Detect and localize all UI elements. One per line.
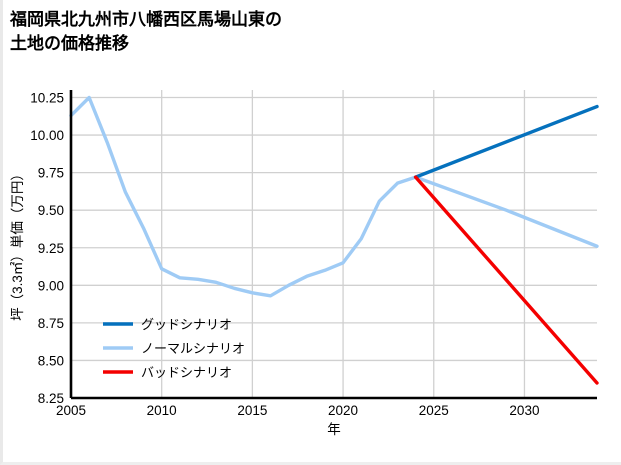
y-tick-label: 8.25 — [38, 391, 64, 406]
legend-label: グッドシナリオ — [141, 317, 232, 332]
y-tick-label: 9.75 — [38, 166, 64, 181]
x-tick-label: 2015 — [237, 403, 267, 418]
y-tick-label: 10.25 — [30, 91, 64, 106]
y-axis-label: 坪（3.3㎡）単価（万円） — [10, 167, 25, 321]
y-axis-tick-labels: 8.25 8.50 8.75 9.00 9.25 9.50 9.75 10.00 10.25 — [30, 91, 64, 406]
x-axis-label: 年 — [327, 422, 341, 437]
page-title: 福岡県北九州市八幡西区馬場山東の 土地の価格推移 — [10, 10, 282, 54]
y-tick-label: 9.00 — [38, 278, 64, 293]
x-tick-label: 2005 — [56, 403, 86, 418]
x-tick-label: 2025 — [419, 403, 449, 418]
legend-label: バッドシナリオ — [141, 365, 232, 380]
y-tick-label: 8.50 — [38, 353, 64, 368]
y-tick-label: 10.00 — [30, 128, 64, 143]
series-lines — [69, 95, 599, 385]
axes — [69, 90, 597, 400]
series-line — [413, 175, 599, 385]
x-axis-tick-labels: 2005 2010 2015 2020 2025 2030 — [56, 403, 539, 418]
x-tick-label: 2030 — [509, 403, 539, 418]
legend-label: ノーマルシナリオ — [141, 341, 245, 356]
x-tick-label: 2010 — [147, 403, 177, 418]
x-tick-label: 2020 — [328, 403, 358, 418]
series-line — [413, 104, 599, 179]
y-tick-label: 8.75 — [38, 316, 64, 331]
y-tick-label: 9.25 — [38, 241, 64, 256]
series-line — [69, 95, 599, 298]
y-tick-label: 9.50 — [38, 203, 64, 218]
